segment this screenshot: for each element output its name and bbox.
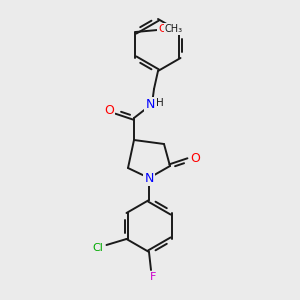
Text: Cl: Cl: [92, 243, 103, 253]
Text: O: O: [158, 24, 167, 34]
Text: F: F: [150, 272, 156, 282]
Text: N: N: [144, 172, 154, 184]
Text: H: H: [156, 98, 164, 108]
Text: N: N: [145, 98, 155, 110]
Text: O: O: [104, 104, 114, 118]
Text: O: O: [190, 152, 200, 166]
Text: CH₃: CH₃: [164, 24, 182, 34]
